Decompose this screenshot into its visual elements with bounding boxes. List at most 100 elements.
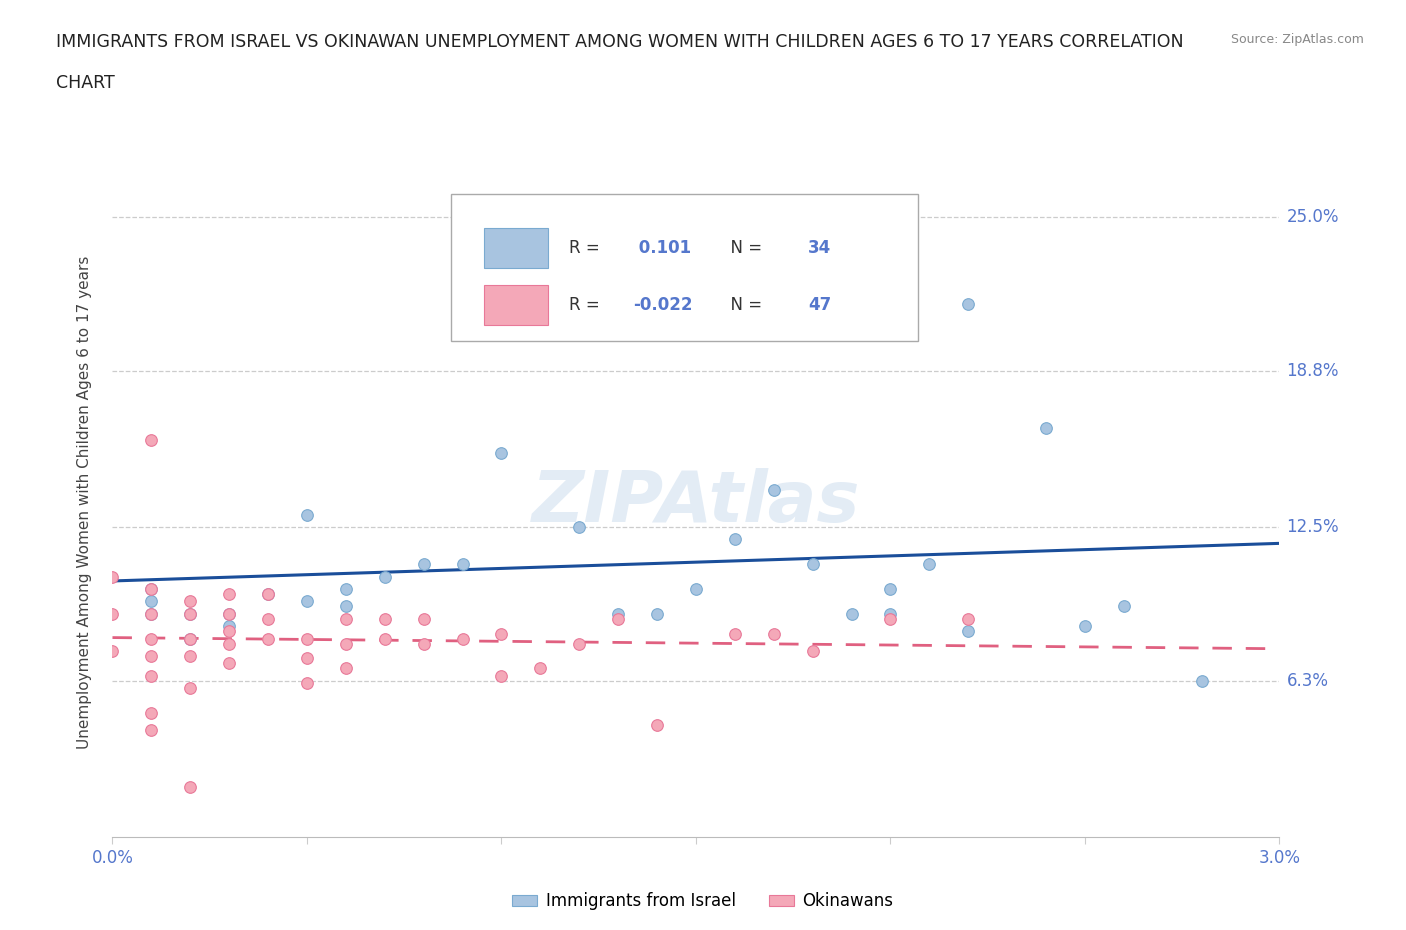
Point (141, 581, 163, 596)
Point (491, 272, 513, 286)
Point (1074, 618, 1097, 633)
Point (568, 520, 591, 535)
Point (179, 780, 201, 795)
Point (295, 507, 318, 522)
Point (257, 587, 280, 602)
Point (179, 606, 201, 621)
Point (374, 569, 396, 584)
Text: 12.5%: 12.5% (1286, 518, 1339, 536)
Point (412, 557, 434, 572)
Point (141, 432, 163, 447)
Point (335, 611, 357, 626)
Text: 6.3%: 6.3% (1286, 671, 1329, 690)
Point (957, 624, 980, 639)
Text: N =: N = (720, 239, 768, 257)
Point (218, 587, 240, 602)
Point (451, 631, 474, 646)
Point (491, 669, 513, 684)
Point (295, 676, 318, 691)
Point (879, 581, 901, 596)
Point (568, 636, 591, 651)
Bar (484, 228, 548, 268)
Point (218, 606, 240, 621)
Point (451, 557, 474, 572)
Text: IMMIGRANTS FROM ISRAEL VS OKINAWAN UNEMPLOYMENT AMONG WOMEN WITH CHILDREN AGES 6: IMMIGRANTS FROM ISRAEL VS OKINAWAN UNEMP… (56, 33, 1184, 50)
Point (762, 626, 785, 641)
Legend: Immigrants from Israel, Okinawans: Immigrants from Israel, Okinawans (506, 885, 900, 917)
Point (179, 606, 201, 621)
Point (141, 594, 163, 609)
Point (257, 631, 280, 646)
Point (218, 656, 240, 671)
Text: R =: R = (569, 297, 605, 314)
Point (141, 648, 163, 663)
Point (491, 626, 513, 641)
Point (412, 636, 434, 651)
Point (101, 606, 124, 621)
Point (491, 445, 513, 460)
Point (412, 611, 434, 626)
Point (141, 581, 163, 596)
Point (218, 618, 240, 633)
Point (607, 606, 630, 621)
Point (801, 557, 824, 572)
Point (295, 651, 318, 666)
Point (1112, 599, 1135, 614)
Point (179, 631, 201, 646)
Point (141, 606, 163, 621)
Point (218, 606, 240, 621)
Text: ZIPAtlas: ZIPAtlas (531, 468, 860, 537)
Point (879, 611, 901, 626)
Text: 25.0%: 25.0% (1286, 208, 1339, 226)
Point (141, 669, 163, 684)
Point (879, 606, 901, 621)
Point (335, 599, 357, 614)
FancyBboxPatch shape (451, 194, 918, 341)
Point (335, 636, 357, 651)
Text: 18.8%: 18.8% (1286, 362, 1339, 379)
Point (1035, 420, 1057, 435)
Text: 47: 47 (808, 297, 831, 314)
Point (101, 644, 124, 658)
Text: R =: R = (569, 239, 605, 257)
Point (645, 606, 668, 621)
Text: 0.101: 0.101 (633, 239, 692, 257)
Point (957, 611, 980, 626)
Point (607, 611, 630, 626)
Point (295, 594, 318, 609)
Point (179, 681, 201, 696)
Point (218, 636, 240, 651)
Text: CHART: CHART (56, 74, 115, 92)
Text: Source: ZipAtlas.com: Source: ZipAtlas.com (1230, 33, 1364, 46)
Point (685, 581, 707, 596)
Point (257, 611, 280, 626)
Point (141, 631, 163, 646)
Point (724, 626, 747, 641)
Point (218, 624, 240, 639)
Point (374, 611, 396, 626)
Point (724, 532, 747, 547)
Point (141, 706, 163, 721)
Bar (484, 286, 548, 326)
Point (645, 718, 668, 733)
Point (374, 631, 396, 646)
Text: -0.022: -0.022 (633, 297, 692, 314)
Point (179, 594, 201, 609)
Point (335, 661, 357, 676)
Y-axis label: Unemployment Among Women with Children Ages 6 to 17 years: Unemployment Among Women with Children A… (77, 256, 91, 749)
Point (101, 569, 124, 584)
Point (841, 606, 863, 621)
Point (335, 581, 357, 596)
Point (801, 644, 824, 658)
Point (957, 297, 980, 312)
Point (918, 557, 941, 572)
Point (529, 661, 551, 676)
Point (141, 606, 163, 621)
Point (179, 631, 201, 646)
Point (295, 631, 318, 646)
Point (179, 648, 201, 663)
Point (1191, 673, 1213, 688)
Point (257, 587, 280, 602)
Point (141, 723, 163, 737)
Point (762, 483, 785, 498)
